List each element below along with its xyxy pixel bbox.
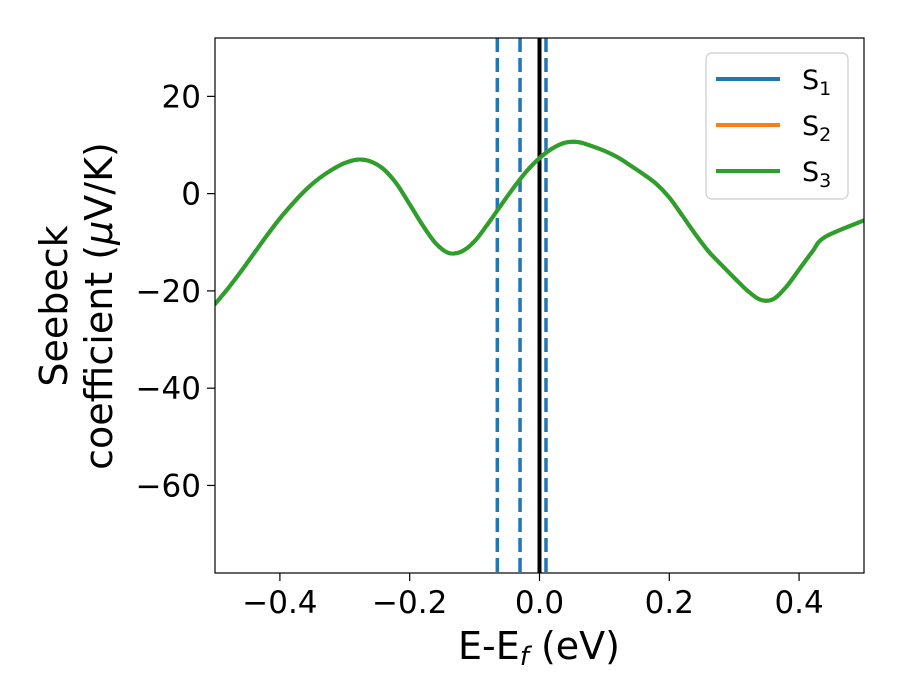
legend: S1 S2 S3 xyxy=(705,52,849,200)
y-tick-label: −40 xyxy=(136,371,201,407)
y-axis-label-line1: Seebeck xyxy=(32,225,76,386)
y-tick-label: −20 xyxy=(136,274,201,310)
x-axis: −0.4 −0.2 0.0 0.2 0.4 xyxy=(242,573,824,621)
x-tick-label: −0.2 xyxy=(372,585,447,621)
x-tick-label: 0.4 xyxy=(774,585,823,621)
y-axis-label-line2: coefficient (μV/K) xyxy=(77,142,121,470)
x-tick-label: 0.2 xyxy=(645,585,694,621)
y-tick-label: 20 xyxy=(162,79,201,115)
legend-label-s2: S2 xyxy=(802,111,831,146)
y-axis-label: Seebeck coefficient (μV/K) xyxy=(32,142,121,470)
x-tick-label: 0.0 xyxy=(515,585,564,621)
y-axis: 20 0 −20 −40 −60 xyxy=(136,79,215,504)
plot-area xyxy=(215,38,864,573)
x-tick-label: −0.4 xyxy=(242,585,317,621)
y-tick-label: −60 xyxy=(136,468,201,504)
series-line-s3 xyxy=(215,139,864,307)
legend-label-s3: S3 xyxy=(802,157,831,192)
legend-label-s1: S1 xyxy=(802,65,831,100)
x-axis-label: E-Ef (eV) xyxy=(458,624,620,672)
y-tick-label: 0 xyxy=(181,177,201,213)
